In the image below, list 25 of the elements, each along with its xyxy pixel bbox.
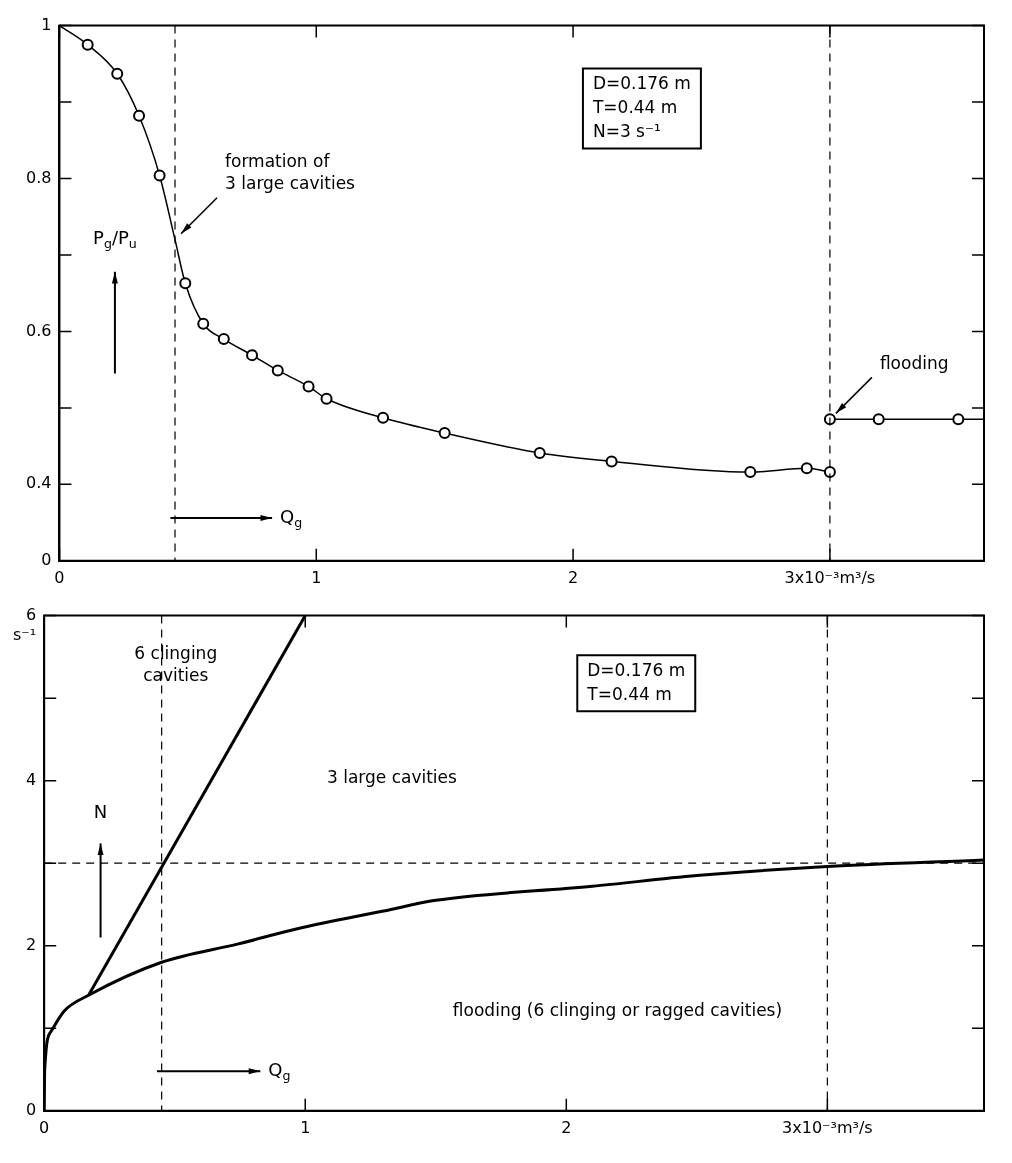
x-tick-label: 0: [54, 567, 65, 587]
y-tick-label: 0: [41, 549, 52, 569]
annotation: flooding (6 clinging or ragged cavities): [452, 1000, 783, 1021]
annotation: D=0.176 m T=0.44 m: [586, 659, 686, 704]
x-tick-label: 1: [300, 1117, 311, 1137]
x-tick-label: 3x10⁻³m³/s: [782, 1117, 873, 1137]
annotation: flooding: [879, 352, 949, 373]
annotation: 6 clinging cavities: [134, 642, 218, 685]
y-tick-label: 4: [25, 769, 37, 789]
annotation: D=0.176 m T=0.44 m N=3 s⁻¹: [591, 72, 691, 141]
y-tick-label: 0: [25, 1099, 37, 1119]
y-tick-label: 0.8: [25, 167, 52, 187]
annotation: formation of 3 large cavities: [225, 151, 356, 194]
x-tick-label: 2: [567, 567, 579, 587]
x-tick-label: 3x10⁻³m³/s: [784, 567, 876, 587]
y-axis-title: N: [93, 801, 108, 823]
y-tick-label: 6: [25, 604, 37, 624]
annotation: 3 large cavities: [326, 767, 458, 788]
y-tick-label: 0.4: [25, 473, 52, 493]
y-tick-label: 2: [25, 934, 37, 954]
text: s⁻¹: [12, 624, 37, 644]
y-tick-label: 1: [41, 14, 52, 34]
x-tick-label: 1: [311, 567, 322, 587]
x-tick-label: 2: [561, 1117, 572, 1137]
y-tick-label: 0.6: [25, 320, 52, 340]
